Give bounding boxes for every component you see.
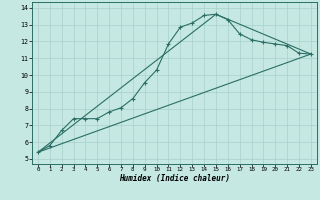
X-axis label: Humidex (Indice chaleur): Humidex (Indice chaleur) <box>119 174 230 183</box>
